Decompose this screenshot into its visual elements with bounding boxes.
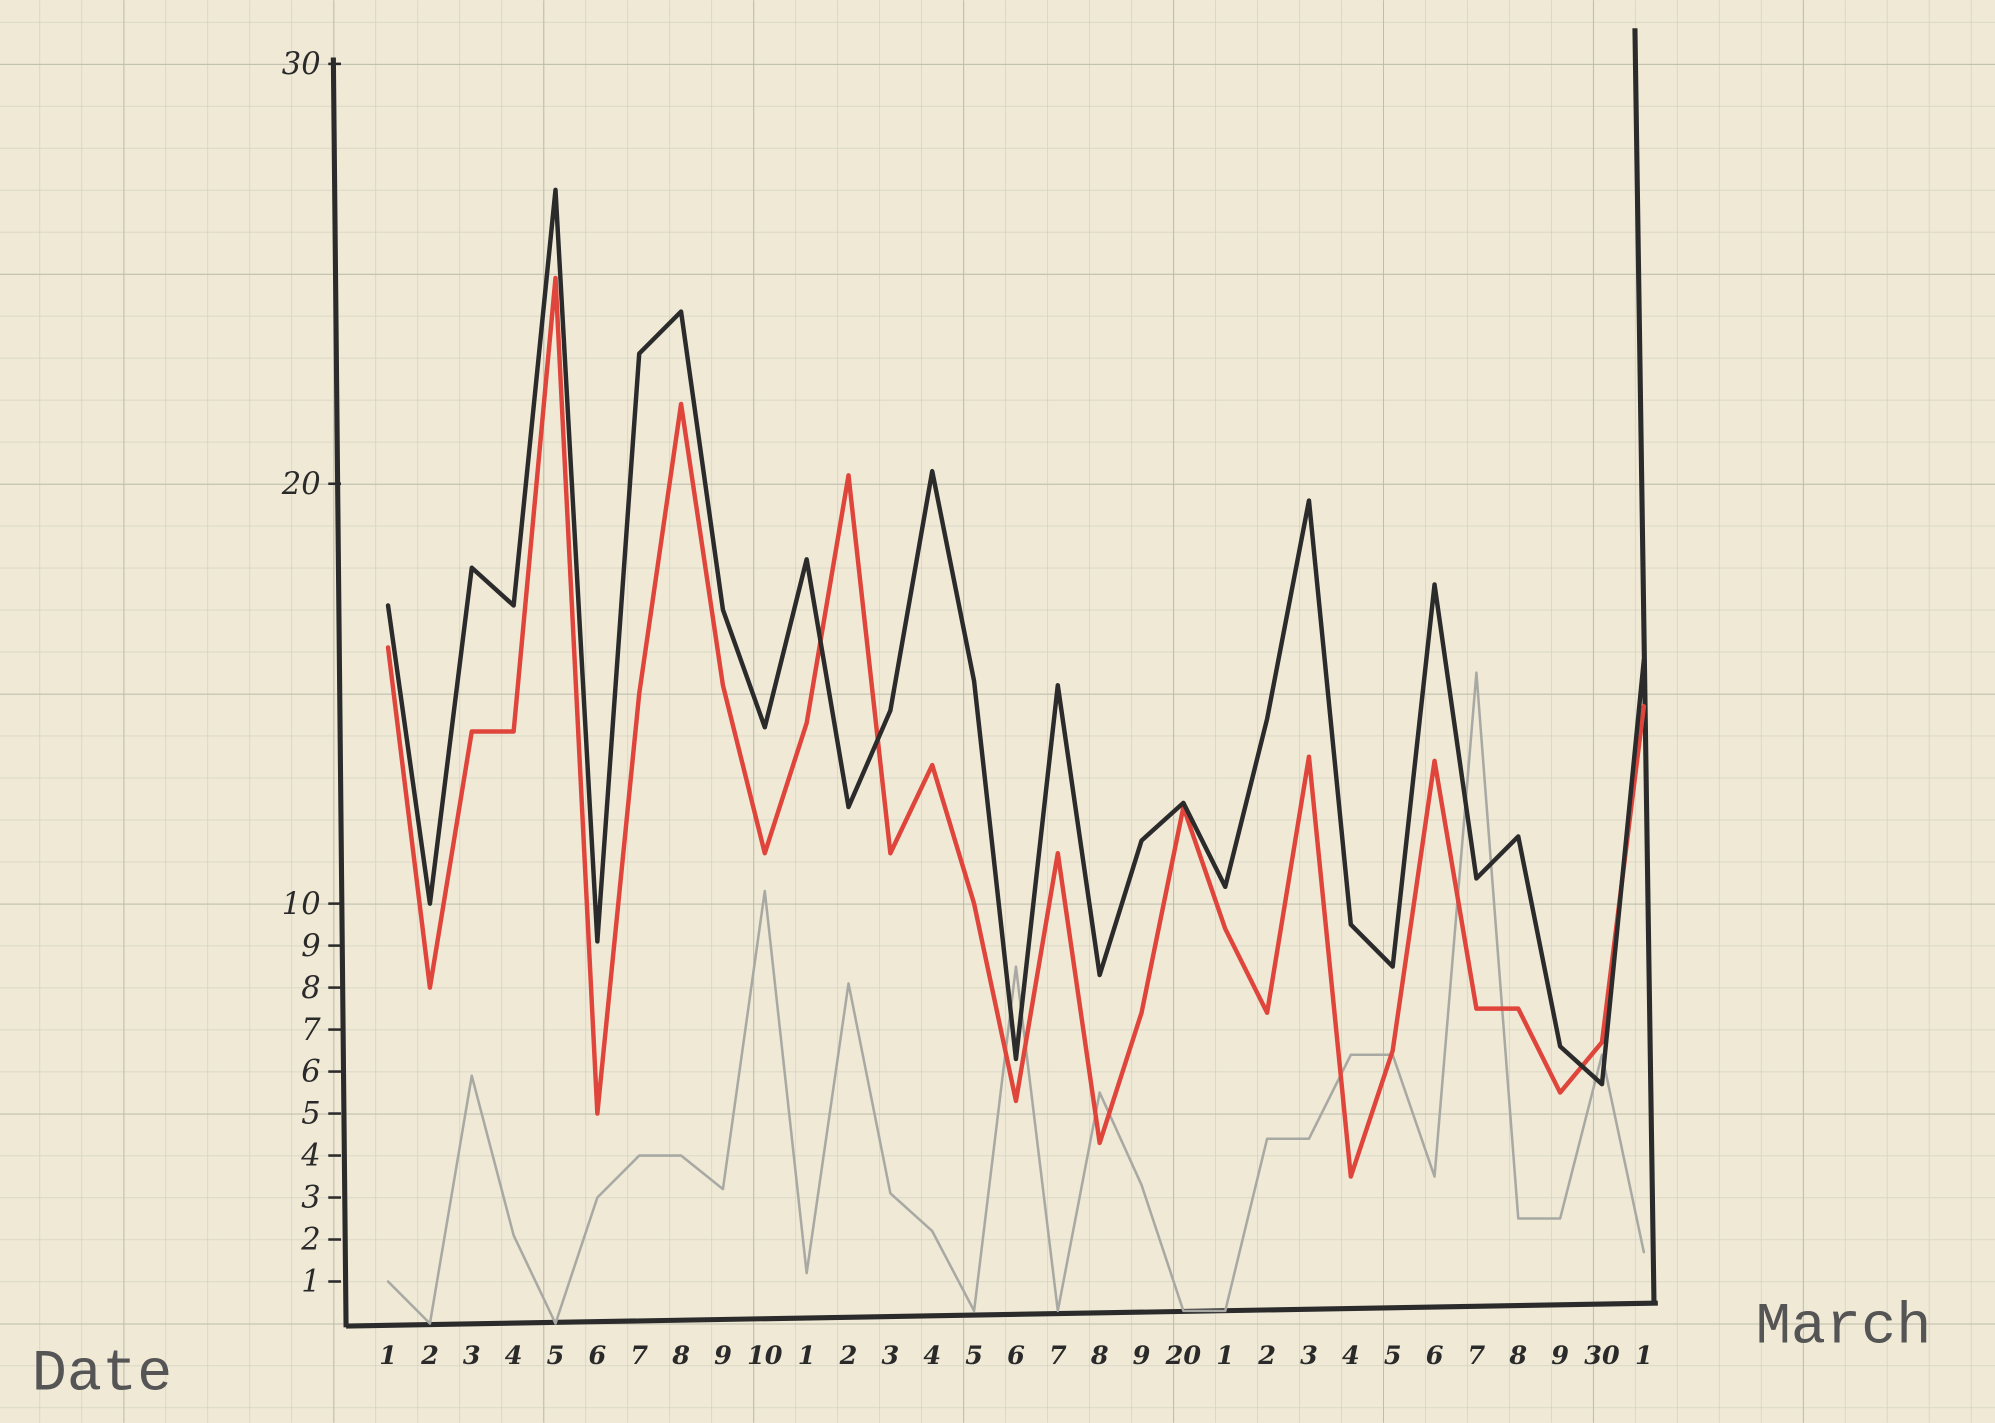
x-tick-label: 7 — [630, 1340, 648, 1370]
y-tick-label: 30 — [282, 47, 321, 82]
y-tick-label: 3 — [301, 1181, 320, 1216]
x-tick-label: 3 — [463, 1340, 481, 1370]
x-axis — [346, 1300, 1658, 1329]
x-tick-label: 5 — [965, 1340, 983, 1370]
x-tick-label: 6 — [1426, 1340, 1444, 1370]
x-axis-label-right: March — [1756, 1294, 1932, 1361]
y-tick-label: 6 — [301, 1055, 320, 1090]
x-tick-label: 2 — [839, 1340, 858, 1370]
x-tick-label: 3 — [882, 1340, 900, 1370]
x-tick-label: 9 — [1551, 1340, 1569, 1370]
x-tick-label: 8 — [1090, 1340, 1109, 1370]
y-tick-label: 7 — [301, 1013, 321, 1048]
data-line — [385, 275, 1647, 1179]
x-tick-label: 8 — [671, 1340, 690, 1370]
x-tick-label: 4 — [923, 1340, 941, 1370]
x-tick-label: 7 — [1468, 1340, 1486, 1370]
y-tick-label: 10 — [282, 887, 321, 922]
y-tick-label: 1 — [301, 1265, 320, 1300]
x-tick-label: 2 — [1257, 1340, 1276, 1370]
data-line — [386, 671, 1646, 1325]
x-tick-label: 7 — [1049, 1340, 1067, 1370]
y-tick-label: 9 — [301, 929, 320, 964]
x-tick-label: 5 — [1384, 1340, 1402, 1370]
x-tick-label: 5 — [547, 1340, 565, 1370]
x-tick-label: 9 — [1133, 1340, 1151, 1370]
x-tick-label: 1 — [1216, 1340, 1234, 1370]
x-tick-label: 9 — [714, 1340, 732, 1370]
y-tick-label: 4 — [300, 1139, 320, 1174]
y-tick-label: 8 — [301, 971, 320, 1006]
x-tick-label: 2 — [420, 1340, 439, 1370]
x-tick-label: 6 — [1007, 1340, 1025, 1370]
x-tick-label: 1 — [379, 1340, 397, 1370]
x-tick-label: 10 — [747, 1340, 783, 1370]
y-axis — [330, 57, 349, 1328]
y-tick-label: 20 — [281, 467, 321, 502]
x-tick-label: 1 — [1635, 1340, 1653, 1370]
y-tick-label: 5 — [301, 1097, 320, 1132]
x-axis-label: Date — [32, 1341, 172, 1408]
x-tick-label: 1 — [798, 1340, 816, 1370]
data-line — [385, 187, 1647, 1087]
x-tick-label: 4 — [505, 1340, 523, 1370]
x-tick-label: 3 — [1300, 1340, 1318, 1370]
x-tick-label: 30 — [1584, 1340, 1620, 1370]
x-tick-label: 6 — [589, 1340, 607, 1370]
x-tick-label: 4 — [1342, 1340, 1360, 1370]
x-tick-label: 8 — [1508, 1340, 1527, 1370]
x-tick-label: 20 — [1165, 1340, 1202, 1370]
y-tick-label: 2 — [300, 1223, 320, 1258]
